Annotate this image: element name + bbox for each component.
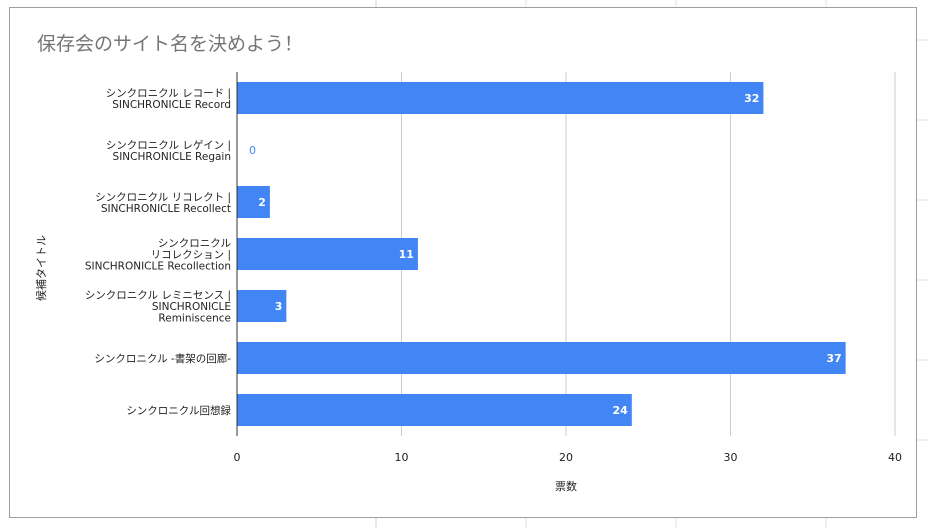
y-category-label-line: リコレクション | bbox=[151, 249, 231, 261]
y-category-label-line: SINCHRONICLE Regain bbox=[113, 151, 231, 163]
y-category-label-line: シンクロニクル回想録 bbox=[126, 404, 231, 417]
x-tick-label: 0 bbox=[234, 451, 241, 464]
bar-value-label: 32 bbox=[744, 92, 759, 105]
x-tick-label: 10 bbox=[395, 451, 409, 464]
y-axis-title: 候補タイトル bbox=[34, 235, 48, 301]
y-category-label-line: シンクロニクル -書架の回廊- bbox=[94, 352, 231, 365]
y-category-label: シンクロニクル レコード | SINCHRONICLE Record bbox=[106, 87, 231, 111]
y-category-label-line: シンクロニクル レゲイン | bbox=[106, 139, 231, 151]
y-category-label: シンクロニクル レゲイン | SINCHRONICLE Regain bbox=[106, 139, 231, 163]
bar bbox=[237, 342, 846, 374]
bar-value-label: 2 bbox=[258, 196, 266, 209]
y-category-label: シンクロニクル -書架の回廊- bbox=[94, 352, 231, 365]
y-category-label-line: Reminiscence bbox=[158, 313, 231, 325]
chart-title: 保存会のサイト名を決めよう！ bbox=[37, 33, 304, 55]
y-category-label-line: SINCHRONICLE Recollection bbox=[85, 261, 231, 273]
y-category-label-line: シンクロニクル bbox=[158, 238, 231, 250]
y-category-label-line: シンクロニクル レコード | bbox=[106, 87, 231, 99]
bar bbox=[237, 82, 764, 114]
bar bbox=[237, 290, 287, 322]
y-category-label: シンクロニクルリコレクション | SINCHRONICLE Recollectio… bbox=[85, 238, 231, 273]
bar-value-label: 0 bbox=[249, 144, 256, 157]
bar bbox=[237, 186, 270, 218]
bar-value-label: 37 bbox=[826, 352, 841, 365]
y-category-label: シンクロニクル回想録 bbox=[126, 404, 231, 417]
y-category-label-line: シンクロニクル レミニセンス | bbox=[85, 290, 231, 302]
bar bbox=[237, 238, 418, 270]
y-category-label: シンクロニクル リコレクト | SINCHRONICLE Recollect bbox=[95, 191, 231, 215]
x-tick-label: 40 bbox=[888, 451, 902, 464]
x-tick-label: 30 bbox=[724, 451, 738, 464]
y-category-label-line: SINCHRONICLE bbox=[152, 301, 231, 313]
bar bbox=[237, 394, 632, 426]
y-category-label-line: シンクロニクル リコレクト | bbox=[95, 191, 231, 203]
x-tick-label: 20 bbox=[559, 451, 573, 464]
bar-value-label: 11 bbox=[399, 248, 414, 261]
y-category-label: シンクロニクル レミニセンス | SINCHRONICLE Reminiscence bbox=[85, 290, 231, 325]
bar-value-label: 24 bbox=[612, 404, 628, 417]
x-axis-title: 票数 bbox=[555, 480, 577, 493]
y-category-label-line: SINCHRONICLE Recollect bbox=[101, 203, 231, 215]
y-category-label-line: SINCHRONICLE Record bbox=[112, 99, 231, 111]
bar-value-label: 3 bbox=[275, 300, 283, 313]
